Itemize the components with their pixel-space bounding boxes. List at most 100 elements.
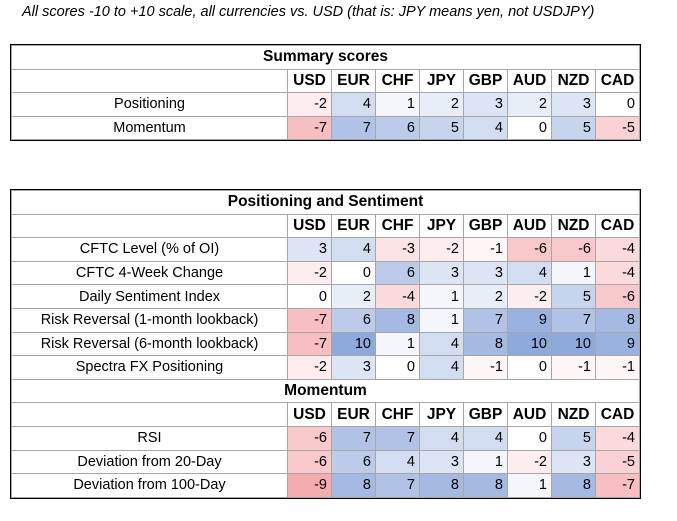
score-row: Momentum -7 7 6 5 4 0 5 -5 [11, 115, 640, 141]
score-cell-nzd: 3 [551, 92, 596, 117]
score-cell-cad: 8 [595, 307, 640, 333]
score-cell-eur: 4 [331, 92, 376, 117]
score-cell-jpy: 8 [419, 473, 464, 498]
row-label: Positioning [11, 92, 288, 117]
score-cell-nzd: 5 [551, 284, 596, 309]
summary-scores-table: Summary scores USD EUR CHF JPY GBP AUD NZD CAD … [10, 43, 641, 142]
score-cell-cad: -4 [595, 425, 640, 451]
score-cell-cad: -5 [595, 449, 640, 475]
score-cell-chf: 1 [375, 92, 420, 117]
score-cell-eur: 3 [331, 355, 376, 380]
scale-note: All scores -10 to +10 scale, all currenc… [22, 4, 595, 20]
currency-header-usd: USD [287, 213, 332, 239]
score-cell-cad: -1 [595, 355, 640, 380]
currency-header-usd: USD [287, 402, 332, 427]
score-cell-aud: 0 [507, 115, 552, 141]
header-blank-cell [11, 402, 288, 427]
score-cell-jpy: 1 [419, 284, 464, 309]
currency-header-cad: CAD [595, 68, 640, 94]
score-cell-usd: -6 [287, 425, 332, 451]
summary-scores-title: Summary scores [11, 45, 640, 70]
score-cell-eur: 7 [331, 425, 376, 451]
score-cell-gbp: 8 [463, 331, 508, 357]
score-cell-aud: -2 [507, 284, 552, 309]
score-cell-nzd: 10 [551, 331, 596, 357]
currency-header-jpy: JPY [419, 68, 464, 94]
score-cell-jpy: 5 [419, 115, 464, 141]
score-cell-aud: 0 [507, 425, 552, 451]
positioning-momentum-table: Positioning and Sentiment USD EUR CHF JPY GB… [10, 189, 641, 499]
score-row: RSI -6 7 7 4 4 0 5 -4 [11, 425, 640, 451]
score-cell-chf: 4 [375, 449, 420, 475]
score-cell-usd: 3 [287, 237, 332, 262]
score-cell-chf: -4 [375, 284, 420, 309]
score-cell-chf: -3 [375, 237, 420, 262]
score-cell-eur: 0 [331, 260, 376, 286]
score-cell-eur: 4 [331, 237, 376, 262]
score-cell-nzd: -1 [551, 355, 596, 380]
header-blank-cell [11, 213, 288, 239]
score-cell-cad: 0 [595, 92, 640, 117]
row-label: Daily Sentiment Index [11, 284, 288, 309]
score-row: Deviation from 20-Day -6 6 4 3 1 -2 3 -5 [11, 449, 640, 475]
row-label: RSI [11, 425, 288, 451]
currency-header-eur: EUR [331, 68, 376, 94]
score-cell-gbp: 3 [463, 92, 508, 117]
score-cell-nzd: 7 [551, 307, 596, 333]
currency-header-aud: AUD [507, 213, 552, 239]
score-cell-gbp: -1 [463, 355, 508, 380]
score-cell-nzd: 5 [551, 115, 596, 141]
momentum-title: Momentum [11, 378, 640, 404]
score-cell-jpy: 4 [419, 331, 464, 357]
currency-header-row: USD EUR CHF JPY GBP AUD NZD CAD [11, 402, 640, 427]
currency-header-nzd: NZD [551, 213, 596, 239]
currency-header-gbp: GBP [463, 402, 508, 427]
currency-header-nzd: NZD [551, 68, 596, 94]
score-cell-usd: -7 [287, 307, 332, 333]
currency-header-jpy: JPY [419, 402, 464, 427]
row-label: Risk Reversal (1-month lookback) [11, 307, 288, 333]
score-cell-gbp: 4 [463, 425, 508, 451]
score-row: Risk Reversal (1-month lookback) -7 6 8 1 7 9 7… [11, 307, 640, 333]
currency-header-row: USD EUR CHF JPY GBP AUD NZD CAD [11, 213, 640, 239]
currency-header-gbp: GBP [463, 213, 508, 239]
currency-header-aud: AUD [507, 402, 552, 427]
score-cell-cad: -5 [595, 115, 640, 141]
score-cell-nzd: 3 [551, 449, 596, 475]
score-cell-eur: 10 [331, 331, 376, 357]
score-cell-aud: -6 [507, 237, 552, 262]
score-cell-chf: 7 [375, 425, 420, 451]
score-cell-nzd: -6 [551, 237, 596, 262]
row-label: Deviation from 100-Day [11, 473, 288, 498]
score-row: Risk Reversal (6-month lookback) -7 10 1 4 8 1… [11, 331, 640, 357]
score-cell-usd: 0 [287, 284, 332, 309]
score-cell-chf: 8 [375, 307, 420, 333]
currency-header-nzd: NZD [551, 402, 596, 427]
currency-header-cad: CAD [595, 213, 640, 239]
currency-header-aud: AUD [507, 68, 552, 94]
score-cell-gbp: 1 [463, 449, 508, 475]
score-cell-usd: -9 [287, 473, 332, 498]
score-cell-gbp: 8 [463, 473, 508, 498]
row-label: Spectra FX Positioning [11, 355, 288, 380]
score-cell-eur: 8 [331, 473, 376, 498]
score-cell-jpy: 4 [419, 425, 464, 451]
currency-header-cad: CAD [595, 402, 640, 427]
score-cell-jpy: 3 [419, 260, 464, 286]
score-cell-chf: 0 [375, 355, 420, 380]
score-cell-usd: -7 [287, 115, 332, 141]
score-cell-chf: 6 [375, 260, 420, 286]
score-cell-usd: -2 [287, 260, 332, 286]
score-row: Daily Sentiment Index 0 2 -4 1 2 -2 5 -6 [11, 284, 640, 309]
score-cell-chf: 6 [375, 115, 420, 141]
score-cell-gbp: 2 [463, 284, 508, 309]
header-blank-cell [11, 68, 288, 94]
score-cell-jpy: 4 [419, 355, 464, 380]
score-cell-usd: -2 [287, 92, 332, 117]
score-cell-aud: 1 [507, 473, 552, 498]
row-label: Risk Reversal (6-month lookback) [11, 331, 288, 357]
score-cell-jpy: -2 [419, 237, 464, 262]
score-cell-chf: 7 [375, 473, 420, 498]
score-cell-jpy: 2 [419, 92, 464, 117]
score-cell-aud: 9 [507, 307, 552, 333]
